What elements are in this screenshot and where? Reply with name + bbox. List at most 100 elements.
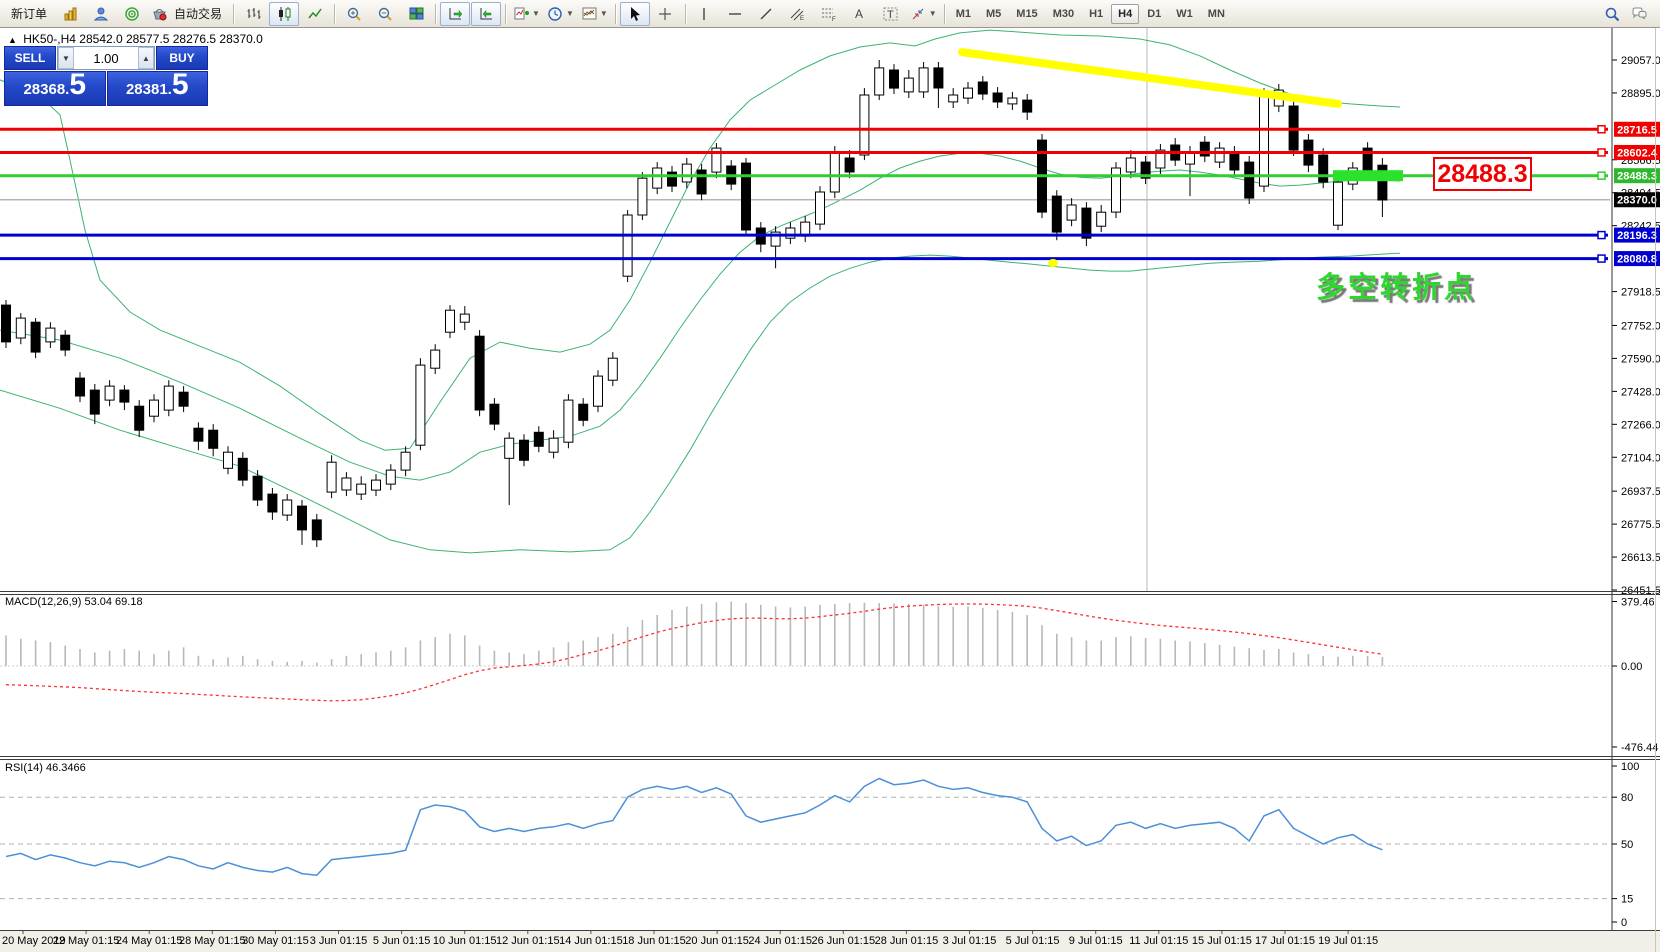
macd-signal-line <box>5 603 1383 702</box>
timeframe-w1-button[interactable]: W1 <box>1176 7 1193 20</box>
dropdown-caret-icon: ▼ <box>565 8 574 18</box>
turning-point-annotation[interactable]: 多空转折点 <box>1316 272 1477 304</box>
auto-trading-button[interactable]: 自动交易 <box>148 2 229 26</box>
price-tag-annotation[interactable]: 28488.3 <box>1433 157 1532 191</box>
svg-text:28080.8: 28080.8 <box>1617 254 1657 266</box>
svg-text:24 Jun 01:15: 24 Jun 01:15 <box>748 935 812 947</box>
tick-direction-icon: ▲ <box>8 35 17 45</box>
auto-scroll-icon <box>480 7 492 19</box>
templates-icon <box>582 7 597 19</box>
buy-price-main: 28381. <box>125 81 172 98</box>
svg-text:5 Jul 01:15: 5 Jul 01:15 <box>1006 935 1060 947</box>
symbol-ohlc: 28542.0 28577.5 28276.5 28370.0 <box>79 32 263 46</box>
fibonacci-icon: F <box>822 8 836 22</box>
svg-text:379.46: 379.46 <box>1621 597 1655 609</box>
svg-text:A: A <box>855 7 863 21</box>
timeframe-mn-button[interactable]: MN <box>1207 7 1225 20</box>
svg-text:3 Jul 01:15: 3 Jul 01:15 <box>943 935 997 947</box>
svg-text:17 Jul 01:15: 17 Jul 01:15 <box>1255 935 1315 947</box>
volume-input[interactable] <box>74 47 138 69</box>
bollinger-lower-band <box>0 252 1401 554</box>
market-watch-icon <box>93 7 108 20</box>
timeframe-d1-button[interactable]: D1 <box>1147 7 1162 20</box>
indicators-add-button[interactable]: ▼ <box>510 2 543 26</box>
crosshair-button[interactable] <box>651 2 681 26</box>
candlestick-chart-button[interactable] <box>269 1 300 26</box>
sell-button[interactable]: SELL <box>4 46 56 70</box>
tile-windows-icon <box>409 7 424 19</box>
timeframe-m30-button[interactable]: M30 <box>1052 7 1075 20</box>
svg-text:30 May 01:15: 30 May 01:15 <box>242 935 309 947</box>
new-chart-button[interactable] <box>55 2 85 26</box>
rsi-indicator-label: RSI(14) 46.3466 <box>5 762 86 774</box>
timeframe-m5-button[interactable]: M5 <box>986 7 1002 20</box>
toolbar-separator <box>505 3 507 24</box>
svg-text:9 Jul 01:15: 9 Jul 01:15 <box>1069 935 1123 947</box>
search-icon[interactable] <box>1604 6 1621 22</box>
arrows-button[interactable]: ▼ <box>907 2 940 26</box>
vertical-line-button[interactable] <box>690 2 720 26</box>
channel-button[interactable]: E <box>783 2 813 26</box>
svg-text:0.00: 0.00 <box>1621 661 1642 673</box>
text-label-button[interactable]: T <box>876 2 906 26</box>
bar-chart-button[interactable] <box>238 2 268 26</box>
volume-decrease-button[interactable]: ▼ <box>58 47 74 69</box>
svg-text:28 May 01:15: 28 May 01:15 <box>179 935 246 947</box>
candlesticks <box>1 60 1388 547</box>
svg-text:28488.3: 28488.3 <box>1617 171 1657 183</box>
auto-trading-label: 自动交易 <box>174 7 223 21</box>
svg-text:27590.0: 27590.0 <box>1621 353 1660 365</box>
svg-text:27428.0: 27428.0 <box>1621 386 1660 398</box>
stepper-up-icon: ▲ <box>142 53 150 63</box>
macd-indicator-label: MACD(12,26,9) 53.04 69.18 <box>5 596 143 608</box>
volume-increase-button[interactable]: ▲ <box>138 47 154 69</box>
tile-windows-button[interactable] <box>401 2 431 26</box>
timeframe-m1-button[interactable]: M1 <box>955 7 971 20</box>
buy-price-button[interactable]: 28381. 5 <box>106 70 208 106</box>
chart-shift-button[interactable] <box>440 1 471 26</box>
toolbar-separator <box>334 3 336 24</box>
periods-button[interactable]: ▼ <box>544 2 577 26</box>
svg-text:50: 50 <box>1621 839 1633 851</box>
svg-text:-476.44: -476.44 <box>1621 742 1658 754</box>
data-window-icon <box>124 6 139 21</box>
timeframe-h1-button[interactable]: H1 <box>1089 7 1104 20</box>
stepper-down-icon: ▼ <box>62 53 70 63</box>
fibonacci-button[interactable]: F <box>814 2 844 26</box>
buy-button[interactable]: BUY <box>156 46 208 70</box>
cursor-button[interactable] <box>619 1 650 26</box>
one-click-trade-panel: SELL ▼ ▲ BUY 28368. 5 28381. 5 <box>4 46 208 106</box>
auto-scroll-button[interactable] <box>471 1 502 26</box>
horizontal-line-button[interactable] <box>721 2 751 26</box>
zoom-out-button[interactable] <box>370 2 400 26</box>
timeframe-h4-button[interactable]: H4 <box>1111 3 1140 24</box>
templates-button[interactable]: ▼ <box>578 2 611 26</box>
volume-stepper: ▼ ▲ <box>57 46 155 70</box>
svg-text:27104.0: 27104.0 <box>1621 452 1660 464</box>
zoom-in-icon <box>347 7 361 21</box>
svg-text:26937.5: 26937.5 <box>1621 486 1660 498</box>
svg-text:11 Jul 01:15: 11 Jul 01:15 <box>1129 935 1188 947</box>
sell-price-pip: 5 <box>69 68 87 101</box>
line-chart-button[interactable] <box>300 2 330 26</box>
data-window-button[interactable] <box>117 2 147 26</box>
zoom-out-icon <box>378 7 392 21</box>
main-pane <box>0 28 1610 591</box>
zoom-in-button[interactable] <box>339 2 369 26</box>
chat-icon[interactable] <box>1631 6 1648 22</box>
market-watch-button[interactable] <box>86 2 116 26</box>
svg-text:E: E <box>800 16 804 22</box>
svg-text:27918.5: 27918.5 <box>1621 287 1660 299</box>
sell-label: SELL <box>14 51 46 65</box>
trendline-button[interactable] <box>752 2 782 26</box>
sell-price-button[interactable]: 28368. 5 <box>4 68 106 106</box>
text-button[interactable]: A <box>845 2 875 26</box>
new-order-label: 新订单 <box>11 7 48 21</box>
new-order-button[interactable]: 新订单 <box>4 2 54 26</box>
svg-text:28370.0: 28370.0 <box>1617 195 1657 207</box>
symbol-name: HK50-,H4 <box>23 32 76 46</box>
svg-text:20 May 2019: 20 May 2019 <box>2 935 66 947</box>
svg-text:15: 15 <box>1621 894 1633 906</box>
timeframe-m15-button[interactable]: M15 <box>1016 7 1038 20</box>
